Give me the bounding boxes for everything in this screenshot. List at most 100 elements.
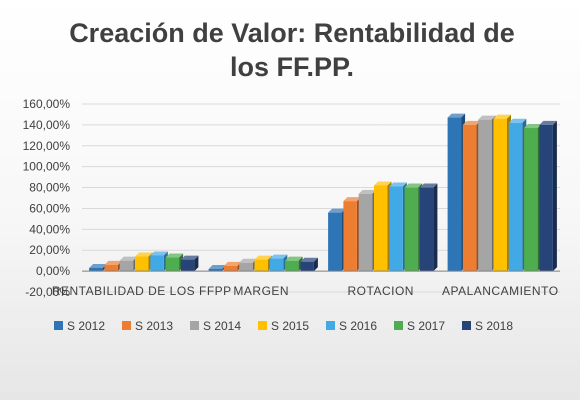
bar-front xyxy=(478,119,492,272)
legend-item: S 2015 xyxy=(258,319,309,333)
bar xyxy=(119,256,138,272)
bar-front xyxy=(404,187,419,272)
bar-front xyxy=(328,212,342,272)
y-tick-label: 160,00% xyxy=(23,97,71,111)
bar-front xyxy=(89,267,103,272)
bar-front xyxy=(374,185,388,272)
bar-front xyxy=(165,257,180,272)
bar-front xyxy=(180,259,195,272)
bar-top xyxy=(389,182,407,187)
legend-swatch xyxy=(462,321,471,330)
bar-front xyxy=(269,258,284,272)
legend-label: S 2014 xyxy=(203,319,241,333)
bar xyxy=(508,118,527,272)
bar xyxy=(419,183,438,272)
bar-front xyxy=(239,262,253,272)
chart-title-line-1: Creación de Valor: Rentabilidad de xyxy=(69,18,515,48)
legend-label: S 2016 xyxy=(339,319,377,333)
legend-item: S 2013 xyxy=(122,319,173,333)
x-category-label: MARGEN xyxy=(233,284,289,298)
y-tick-label: 0,00% xyxy=(36,264,70,278)
bar-top xyxy=(539,120,557,125)
bar xyxy=(462,120,481,272)
bar-side xyxy=(194,255,199,272)
bar xyxy=(447,113,466,272)
bar-top xyxy=(208,265,227,270)
bar-front xyxy=(135,256,149,272)
bar-front xyxy=(462,124,477,272)
bar-front xyxy=(104,264,118,272)
legend-item: S 2018 xyxy=(462,319,513,333)
bar-top xyxy=(419,183,438,188)
bar xyxy=(269,254,288,272)
x-category-label: RENTABILIDAD DE LOS FFPP xyxy=(52,284,232,298)
bar xyxy=(300,257,318,272)
legend-item: S 2017 xyxy=(394,319,445,333)
legend-swatch xyxy=(258,321,267,330)
bar xyxy=(285,256,303,272)
bar xyxy=(374,181,392,272)
bar xyxy=(524,124,542,272)
bar xyxy=(478,115,496,272)
bar xyxy=(358,189,377,272)
legend-swatch xyxy=(54,321,63,330)
bar-top xyxy=(524,124,542,129)
bar-top xyxy=(180,255,199,260)
bar xyxy=(493,114,511,272)
bar-front xyxy=(223,265,238,272)
bar xyxy=(150,251,168,272)
bar xyxy=(135,252,153,272)
chart-title-line-2: los FF.PP. xyxy=(230,52,354,82)
y-axis-ticks: -20,00% 0,00% 20,00% 40,00% 60,00% 80,00% 100,… xyxy=(23,97,71,299)
bar xyxy=(208,265,227,272)
bar-top xyxy=(478,115,496,120)
bar-top xyxy=(343,197,361,202)
y-tick-label: 100,00% xyxy=(23,160,71,174)
bar-top xyxy=(462,120,481,125)
bar xyxy=(343,197,361,272)
bar-front xyxy=(254,259,268,272)
legend-label: S 2015 xyxy=(271,319,309,333)
bar-top xyxy=(89,263,107,268)
bar-front xyxy=(389,186,403,272)
chart-title: Creación de Valor: Rentabilidad de los F… xyxy=(69,18,515,82)
bar-top xyxy=(254,255,272,260)
legend-item: S 2012 xyxy=(54,319,105,333)
bar-top xyxy=(223,261,242,266)
legend-swatch xyxy=(326,321,335,330)
bar-front xyxy=(119,260,134,272)
bar-top xyxy=(135,252,153,257)
bar-front xyxy=(208,269,223,272)
bar-top xyxy=(104,260,122,265)
legend: S 2012 S 2013 S 2014 S 2015 S 2016 S 2017 S 20… xyxy=(54,319,513,333)
bar-top xyxy=(493,114,511,119)
bar-top xyxy=(285,256,303,261)
bar-top xyxy=(328,208,346,213)
bar-top xyxy=(508,118,527,123)
bar-front xyxy=(539,124,553,272)
bar-front xyxy=(300,261,314,272)
bar-front xyxy=(285,260,299,272)
bar-front xyxy=(419,187,434,272)
bar-top xyxy=(150,251,168,256)
bar-front xyxy=(358,193,373,272)
bar-front xyxy=(493,118,507,272)
bar xyxy=(328,208,346,272)
y-tick-label: 140,00% xyxy=(23,118,71,132)
bar-side xyxy=(433,183,438,272)
bar-top xyxy=(269,254,288,259)
x-category-label: APALANCAMIENTO xyxy=(442,284,559,298)
legend-item: S 2014 xyxy=(190,319,241,333)
bars xyxy=(89,113,557,272)
bar-top xyxy=(374,181,392,186)
bar xyxy=(180,255,199,272)
y-tick-label: 20,00% xyxy=(29,243,70,257)
bar xyxy=(239,258,257,272)
bar-top xyxy=(119,256,138,261)
gridlines xyxy=(82,103,560,293)
bar-top xyxy=(300,257,318,262)
y-tick-label: -20,00% xyxy=(25,285,70,299)
bar xyxy=(539,120,557,272)
bar xyxy=(404,183,423,272)
